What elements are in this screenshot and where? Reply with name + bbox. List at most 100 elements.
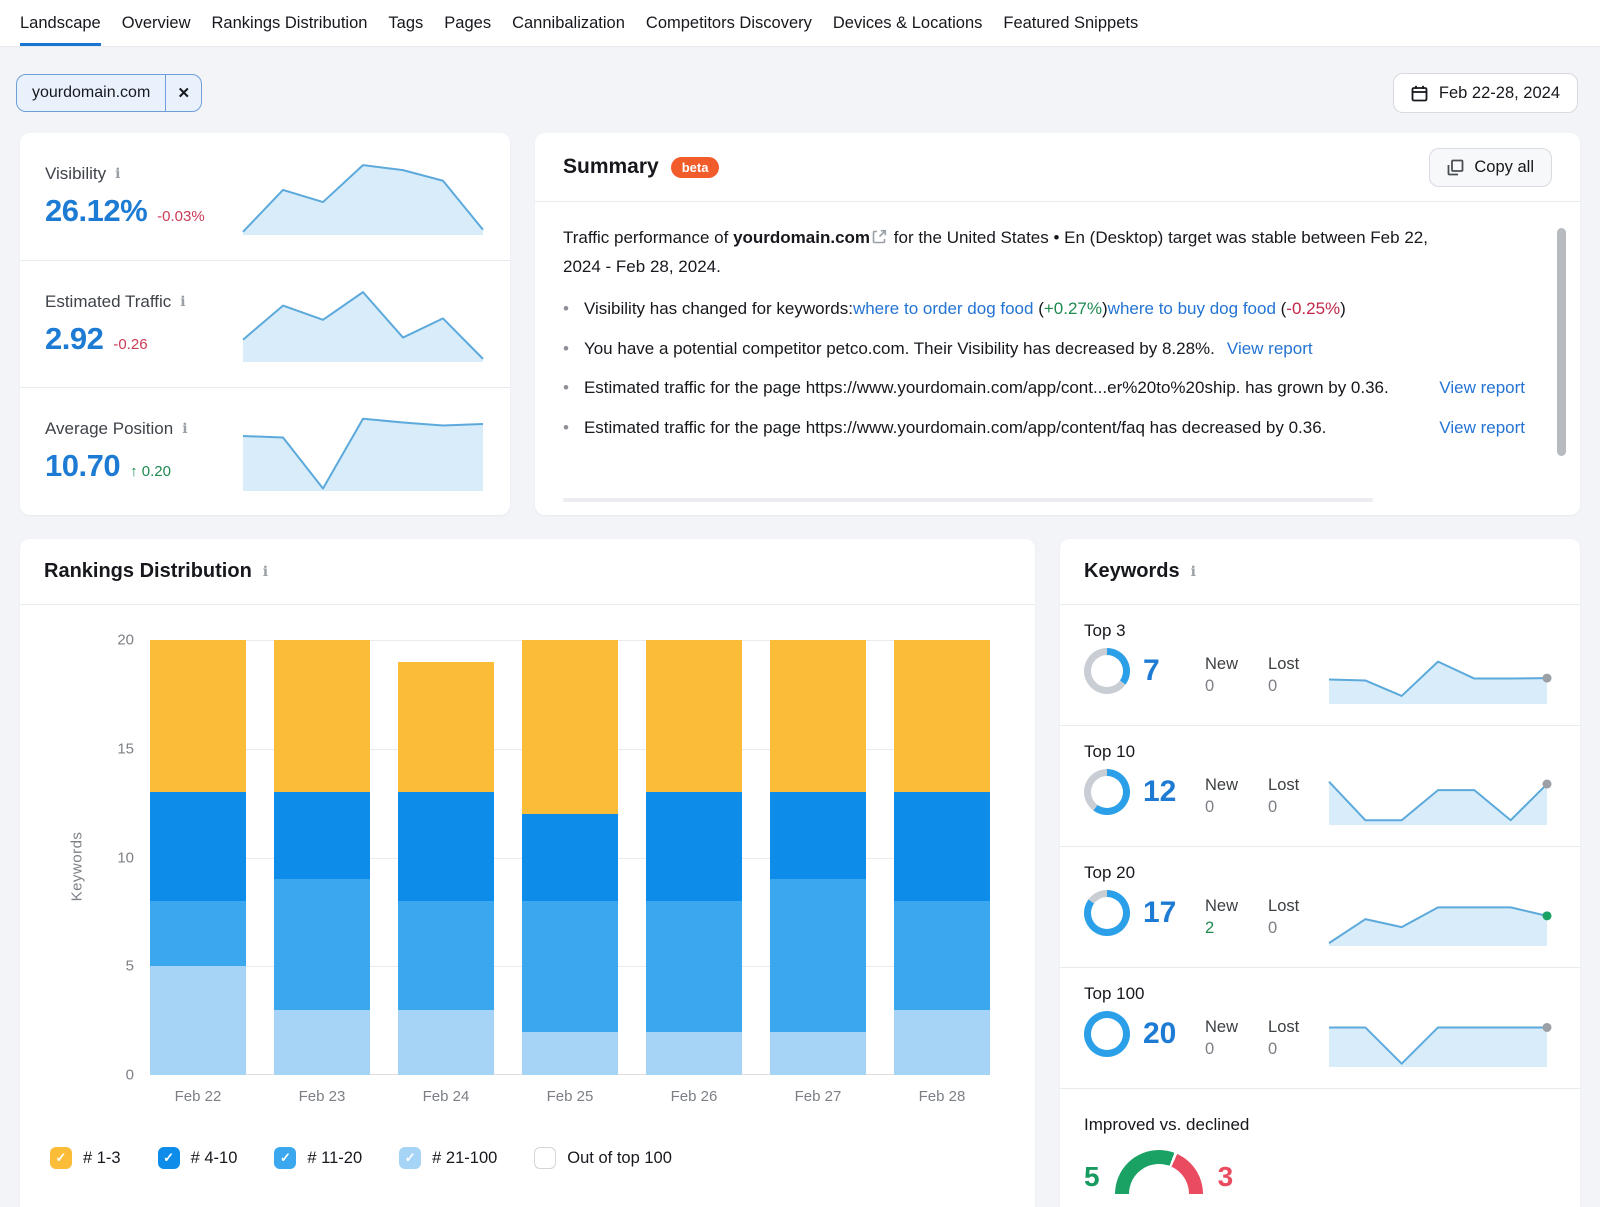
keywords-title: Keywords [1084,560,1180,582]
y-tick: 10 [117,849,134,866]
visibility-metric-row: Visibility i 26.12% -0.03% [20,133,510,260]
summary-scrollbar[interactable] [1557,228,1566,456]
close-icon: ✕ [177,85,191,102]
keyword-link-buy-dog-food[interactable]: where to buy dog food [1107,299,1276,319]
summary-content: Traffic performance of yourdomain.com fo… [535,202,1580,515]
top100-count: 20 [1143,1017,1177,1050]
check-icon: ✓ [404,1150,416,1165]
domain-filter-chip[interactable]: yourdomain.com ✕ [16,74,203,112]
summary-header: Summary beta Copy all [535,133,1580,202]
bar-segment [522,1031,618,1075]
summary-horizontal-scrollbar[interactable] [563,498,1373,502]
top3-donut [1084,648,1130,694]
rankings-distribution-header: Rankings Distribution i [20,539,1035,605]
bar-segment [398,1009,494,1075]
tab-landscape[interactable]: Landscape [20,0,101,46]
bar-segment [522,640,618,814]
bar-segment [894,640,990,793]
info-icon[interactable]: i [180,293,186,310]
domain-chip-label: yourdomain.com [32,84,151,101]
top10-count: 12 [1143,775,1177,808]
tab-overview[interactable]: Overview [121,13,191,32]
check-icon: ✓ [55,1150,67,1165]
estimated-traffic-value: 2.92 [45,320,104,356]
average-position-sparkline [242,411,485,491]
improved-count: 5 [1084,1161,1100,1192]
lost-label: Lost [1268,655,1300,673]
copy-all-label: Copy all [1474,157,1534,176]
average-position-delta: ↑ 0.20 [130,462,171,480]
bar-segment [646,640,742,793]
estimated-traffic-sparkline [242,286,485,362]
top10-sparkline [1328,773,1556,825]
keywords-card: Keywords i Top 3 7 New 0 Lost 0 Top 10 [1060,539,1580,1207]
tab-devices-locations[interactable]: Devices & Locations [832,13,983,32]
checkbox-4-10[interactable]: ✓ [157,1147,180,1169]
checkbox-out-of-top-100[interactable]: ✓ [534,1147,557,1169]
bullet-icon: • [563,299,569,319]
beta-badge: beta [670,156,720,178]
legend-item-4-10[interactable]: ✓ # 4-10 [157,1147,237,1169]
tab-competitors-discovery[interactable]: Competitors Discovery [645,13,812,32]
summary-bullet-competitor: • You have a potential competitor petco.… [563,335,1525,363]
bar-segment [770,792,866,880]
external-link-icon[interactable] [872,225,887,253]
bar-segment [646,901,742,1032]
info-icon[interactable]: i [1190,563,1196,580]
top100-sparkline [1328,1015,1556,1067]
tab-featured-snippets[interactable]: Featured Snippets [1003,13,1139,32]
view-report-link[interactable]: View report [1226,338,1313,358]
top100-label: Top 100 [1084,984,1145,1003]
summary-domain: yourdomain.com [733,228,871,247]
top20-label: Top 20 [1084,863,1136,882]
checkbox-11-20[interactable]: ✓ [274,1147,297,1169]
tab-tags[interactable]: Tags [388,13,424,32]
top100-lost-count: 0 [1268,1040,1278,1058]
keywords-row-top3: Top 3 7 New 0 Lost 0 [1060,605,1580,726]
view-report-link[interactable]: View report [1439,378,1525,398]
remove-domain-button[interactable]: ✕ [165,75,201,111]
keyword-link-order-dog-food[interactable]: where to order dog food [852,299,1034,319]
rankings-distribution-card: Rankings Distribution i Keywords 20 15 1… [20,539,1035,1207]
legend-item-11-20[interactable]: ✓ # 11-20 [274,1147,362,1169]
improved-vs-declined-label: Improved vs. declined [1084,1115,1250,1134]
bar-segment [646,792,742,901]
bar-segment [398,792,494,901]
x-tick: Feb 26 [670,1088,718,1105]
declined-count: 3 [1217,1161,1234,1192]
legend-item-1-3[interactable]: ✓ # 1-3 [50,1147,121,1169]
tab-pages[interactable]: Pages [444,13,492,32]
top10-donut [1084,769,1130,815]
checkbox-21-100[interactable]: ✓ [399,1147,422,1169]
bar-segment [770,1031,866,1075]
copy-all-button[interactable]: Copy all [1429,147,1552,187]
keywords-row-top10: Top 10 12 New 0 Lost 0 [1060,726,1580,847]
bar-segment [150,966,246,1075]
rankings-bars [150,640,990,1075]
copy-icon [1447,159,1464,176]
bar-segment [150,792,246,901]
bar-segment [646,1031,742,1075]
tab-cannibalization[interactable]: Cannibalization [512,13,625,32]
legend-item-out-of-top-100[interactable]: ✓Out of top 100 [534,1147,672,1169]
date-range-label: Feb 22-28, 2024 [1438,83,1560,102]
legend-item-21-100[interactable]: ✓ # 21-100 [399,1147,497,1169]
top-cards-row: Visibility i 26.12% -0.03% Estimated Traf… [0,133,1600,515]
keywords-header: Keywords i [1060,539,1580,605]
info-icon[interactable]: i [182,420,188,437]
date-range-button[interactable]: Feb 22-28, 2024 [1392,73,1578,113]
top3-lost-count: 0 [1268,677,1278,695]
bar-segment [274,1009,370,1075]
metrics-card: Visibility i 26.12% -0.03% Estimated Traf… [20,133,510,515]
info-icon[interactable]: i [262,563,269,580]
tab-rankings-distribution[interactable]: Rankings Distribution [211,13,368,32]
y-tick: 0 [125,1066,134,1084]
view-report-link[interactable]: View report [1439,417,1525,437]
info-icon[interactable]: i [115,166,121,182]
checkbox-1-3[interactable]: ✓ [50,1147,72,1169]
summary-bullet-traffic-decreased: • Estimated traffic for the page https:/… [563,414,1525,442]
calendar-icon [1411,85,1428,102]
x-tick: Feb 27 [794,1088,842,1105]
top10-new-count: 0 [1205,798,1215,816]
bar-segment [274,640,370,793]
